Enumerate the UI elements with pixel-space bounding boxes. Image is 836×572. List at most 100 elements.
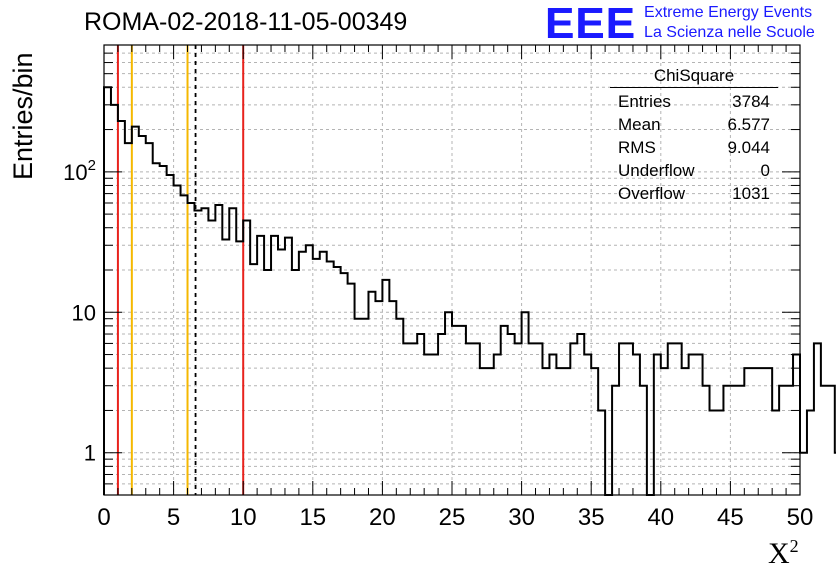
histogram-bin xyxy=(208,221,215,495)
stats-row: Entries 3784 xyxy=(610,90,778,113)
histogram-bin xyxy=(536,343,543,495)
histogram-bin xyxy=(104,87,111,495)
x-tick-label: 20 xyxy=(369,504,396,531)
histogram-bin xyxy=(689,355,696,495)
y-tick-label: 102 xyxy=(63,157,96,185)
histogram-bin xyxy=(626,343,633,495)
histogram-bin xyxy=(410,343,417,495)
histogram-bin xyxy=(445,312,452,495)
histogram-bin xyxy=(174,185,181,495)
histogram-bin xyxy=(348,284,355,495)
stats-value: 9.044 xyxy=(727,138,770,157)
histogram-bin xyxy=(494,355,501,495)
histogram-bin xyxy=(751,368,758,495)
histogram-bin xyxy=(633,355,640,495)
histogram-bin xyxy=(737,386,744,495)
stats-value: 3784 xyxy=(732,92,770,111)
histogram-bin xyxy=(800,453,807,495)
histogram-bin xyxy=(786,386,793,495)
stats-label: Mean xyxy=(618,115,661,134)
run-title: ROMA-02-2018-11-05-00349 xyxy=(84,8,408,36)
histogram-bin xyxy=(355,319,362,495)
histogram-bin xyxy=(243,221,250,495)
histogram-bin xyxy=(821,386,828,495)
histogram-bin xyxy=(779,386,786,495)
stats-row: Mean 6.577 xyxy=(610,113,778,136)
histogram-bin xyxy=(438,334,445,495)
histogram-bin xyxy=(591,368,598,495)
histogram-bin xyxy=(403,343,410,495)
histogram-bin xyxy=(118,121,125,495)
logo-line-2: La Scienza nelle Scuole xyxy=(644,24,815,41)
histogram-bin xyxy=(661,368,668,495)
histogram-bin xyxy=(487,368,494,495)
stats-value: 1031 xyxy=(732,184,770,203)
histogram-bin xyxy=(758,368,765,495)
stats-box: ChiSquare Entries 3784 Mean 6.577 RMS 9.044… xyxy=(610,66,778,205)
histogram-bin xyxy=(668,343,675,495)
histogram-bin xyxy=(167,175,174,495)
histogram-bin xyxy=(473,343,480,495)
histogram-bin xyxy=(480,368,487,495)
histogram-bin xyxy=(257,236,264,495)
histogram-bin xyxy=(730,386,737,495)
histogram-bin xyxy=(222,239,229,495)
histogram-bin xyxy=(215,205,222,495)
histogram-bin xyxy=(515,343,522,495)
stats-row: RMS 9.044 xyxy=(610,136,778,159)
histogram-bin xyxy=(793,355,800,495)
histogram-bin xyxy=(654,355,661,495)
histogram-bin xyxy=(299,252,306,495)
x-axis-label-superscript: 2 xyxy=(789,536,799,556)
histogram-bin xyxy=(396,319,403,495)
x-tick-label: 50 xyxy=(787,504,814,531)
histogram-bin xyxy=(696,355,703,495)
histogram-bin xyxy=(271,236,278,495)
histogram-bin xyxy=(563,368,570,495)
y-tick-label-base: 10 xyxy=(63,160,87,185)
x-tick-label: 5 xyxy=(167,504,180,531)
histogram-bin xyxy=(542,368,549,495)
histogram-bin xyxy=(828,386,835,495)
histogram-bin xyxy=(612,386,619,495)
x-tick-label: 0 xyxy=(97,504,110,531)
histogram-bin xyxy=(556,368,563,495)
histogram-bin xyxy=(132,127,139,495)
histogram-bin xyxy=(111,105,118,495)
histogram-bin xyxy=(522,312,529,495)
y-tick-label: 10 xyxy=(72,300,96,325)
stats-value: 6.577 xyxy=(727,115,770,134)
histogram-bin xyxy=(188,203,195,495)
stats-label: RMS xyxy=(618,138,656,157)
histogram-bin xyxy=(814,343,821,495)
histogram-series xyxy=(103,86,836,496)
histogram-bin xyxy=(431,355,438,495)
histogram-bin xyxy=(723,386,730,495)
histogram-bin xyxy=(201,208,208,495)
y-tick-label: 1 xyxy=(84,441,96,466)
stats-row: Underflow 0 xyxy=(610,159,778,182)
histogram-bin xyxy=(584,355,591,495)
histogram-bin xyxy=(703,386,710,495)
x-tick-label: 30 xyxy=(508,504,535,531)
eee-logo: EEE Extreme Energy Events La Scienza nel… xyxy=(545,2,815,46)
x-tick-label: 15 xyxy=(299,504,326,531)
x-tick-label: 40 xyxy=(647,504,674,531)
histogram-bin xyxy=(285,238,292,495)
histogram-bin xyxy=(264,270,271,495)
histogram-bin xyxy=(160,166,167,495)
x-axis-label-base: X xyxy=(768,537,790,570)
histogram-line xyxy=(103,86,836,496)
histogram-bin xyxy=(640,386,647,495)
histogram-bin xyxy=(529,343,536,495)
reference-lines xyxy=(116,45,245,495)
histogram-bin xyxy=(327,261,334,495)
histogram-bin xyxy=(424,355,431,495)
histogram-bin xyxy=(334,267,341,495)
x-tick-label: 45 xyxy=(717,504,744,531)
histogram-bin xyxy=(368,292,375,495)
histogram-bin xyxy=(278,249,285,495)
histogram-bin xyxy=(570,343,577,495)
x-tick-label: 10 xyxy=(230,504,257,531)
